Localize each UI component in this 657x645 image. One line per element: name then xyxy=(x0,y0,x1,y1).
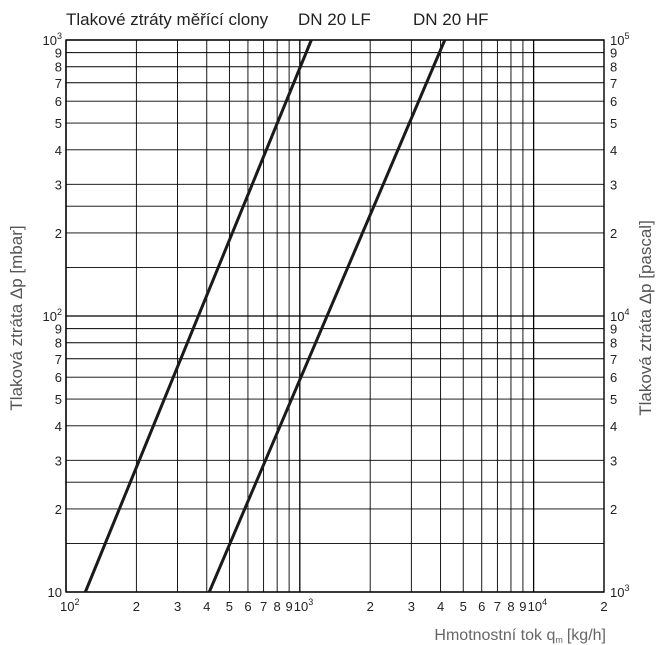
y-tick-label-right-12: 4 xyxy=(610,143,617,158)
y-tick-label-left-1: 2 xyxy=(55,502,62,517)
y-tick-label-left-7: 8 xyxy=(55,336,62,351)
x-tick-label-2: 3 xyxy=(174,599,181,614)
svg-text:Hmotnostní tok qm[kg/h]: Hmotnostní tok qm [kg/h] xyxy=(434,627,606,645)
y-tick-label-right-6: 7 xyxy=(610,352,617,367)
y-tick-label-left-5: 6 xyxy=(55,370,62,385)
y-tick-label-right-18: 105 xyxy=(610,31,629,48)
y-tick-label-right-8: 9 xyxy=(610,322,617,337)
x-tick-label-8: 9 xyxy=(285,599,292,614)
y-tick-label-left-15: 7 xyxy=(55,76,62,91)
y-tick-label-right-10: 2 xyxy=(610,226,617,241)
x-tick-label-6: 7 xyxy=(260,599,267,614)
y-tick-label-right-9: 104 xyxy=(610,307,629,324)
x-tick-label-13: 5 xyxy=(460,599,467,614)
y-tick-label-left-10: 2 xyxy=(55,226,62,241)
x-tick-label-4: 5 xyxy=(226,599,233,614)
x-tick-label-10: 2 xyxy=(367,599,374,614)
x-tick-label-16: 8 xyxy=(507,599,514,614)
x-tick-label-12: 4 xyxy=(437,599,444,614)
y-tick-label-right-5: 6 xyxy=(610,370,617,385)
series-line-dn-20-hf xyxy=(207,39,447,593)
x-tick-label-9: 103 xyxy=(294,597,313,614)
y-tick-label-right-14: 6 xyxy=(610,94,617,109)
chart-title: Tlakové ztráty měřící clony xyxy=(66,10,269,29)
tick-labels: 102 2 3 4 5 6 7 8 9 103 2 3 4 5 6 7 8 9 104 210234567891022… xyxy=(43,31,630,614)
series-label-dn20hf: DN 20 HF xyxy=(413,10,489,29)
y-tick-label-left-0: 10 xyxy=(48,585,62,600)
x-tick-label-7: 8 xyxy=(274,599,281,614)
y-tick-label-left-6: 7 xyxy=(55,352,62,367)
x-tick-label-17: 9 xyxy=(519,599,526,614)
y-axis-label-right: Tlaková ztráta Δp [pascal] xyxy=(636,220,655,416)
y-tick-label-right-7: 8 xyxy=(610,336,617,351)
y-tick-label-left-4: 5 xyxy=(55,392,62,407)
y-tick-label-right-0: 103 xyxy=(610,583,629,600)
y-tick-label-left-3: 4 xyxy=(55,419,62,434)
x-tick-label-0: 102 xyxy=(60,597,79,614)
plot-frame xyxy=(65,39,605,593)
x-axis-label-unit: [kg/h] xyxy=(567,627,606,644)
y-tick-label-left-8: 9 xyxy=(55,322,62,337)
series-label-dn20lf: DN 20 LF xyxy=(298,10,371,29)
series-lines xyxy=(83,39,447,593)
x-tick-label-15: 7 xyxy=(494,599,501,614)
y-tick-label-left-13: 5 xyxy=(55,116,62,131)
y-tick-label-right-17: 9 xyxy=(610,46,617,61)
y-tick-label-right-13: 5 xyxy=(610,116,617,131)
y-tick-label-right-2: 3 xyxy=(610,453,617,468)
y-tick-label-right-3: 4 xyxy=(610,419,617,434)
x-tick-label-19: 2 xyxy=(600,599,607,614)
y-tick-label-right-1: 2 xyxy=(610,502,617,517)
y-tick-label-left-17: 9 xyxy=(55,46,62,61)
x-tick-label-3: 4 xyxy=(203,599,210,614)
y-tick-label-left-9: 102 xyxy=(43,307,62,324)
x-axis-label-sub: m xyxy=(555,635,563,645)
y-tick-label-right-11: 3 xyxy=(610,177,617,192)
x-tick-label-14: 6 xyxy=(478,599,485,614)
x-tick-label-18: 104 xyxy=(528,597,547,614)
y-tick-label-left-2: 3 xyxy=(55,453,62,468)
x-tick-label-1: 2 xyxy=(133,599,140,614)
x-axis-label: Hmotnostní tok qm [kg/h] xyxy=(434,627,606,645)
x-axis-label-main: Hmotnostní tok q xyxy=(434,627,555,644)
y-tick-label-left-11: 3 xyxy=(55,177,62,192)
y-tick-label-left-12: 4 xyxy=(55,143,62,158)
series-line-dn-20-lf xyxy=(83,39,313,593)
y-tick-label-left-14: 6 xyxy=(55,94,62,109)
y-tick-label-right-4: 5 xyxy=(610,392,617,407)
x-tick-label-11: 3 xyxy=(408,599,415,614)
y-tick-label-left-18: 103 xyxy=(43,31,62,48)
y-tick-label-left-16: 8 xyxy=(55,60,62,75)
y-tick-label-right-16: 8 xyxy=(610,60,617,75)
grid xyxy=(65,39,605,593)
y-tick-label-right-15: 7 xyxy=(610,76,617,91)
x-tick-label-5: 6 xyxy=(244,599,251,614)
y-axis-label-left: Tlaková ztráta Δp [mbar] xyxy=(7,225,26,410)
